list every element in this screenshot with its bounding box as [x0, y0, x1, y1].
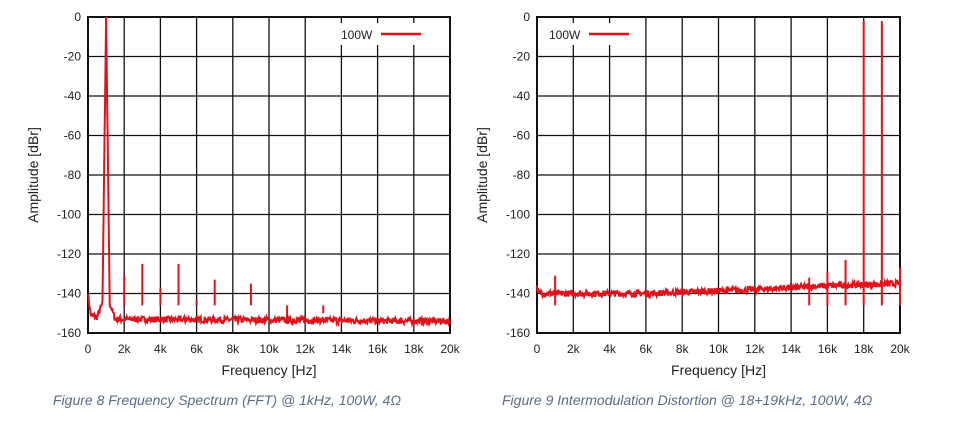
series-100w-line [536, 277, 901, 301]
chart-2: 0 2k 4k 6k 8k 10k 12k 14k 16k 18k 20k 0 -20 -40 -60 -80… [474, 10, 911, 408]
x-tick-label: 12k [296, 342, 316, 356]
y-tick-label: -160 [57, 326, 81, 340]
y-tick-label: -60 [513, 129, 531, 143]
y-tick-label: -40 [513, 89, 531, 103]
y-tick-label: -20 [64, 50, 82, 64]
y-tick-label: -80 [513, 168, 531, 182]
x-tick-label: 10k [709, 342, 729, 356]
x-axis-label: Frequency [Hz] [222, 362, 317, 378]
y-tick-label: 0 [523, 10, 530, 24]
series-100w-line [87, 16, 451, 328]
y-tick-label: -140 [506, 287, 530, 301]
x-tick-label: 14k [332, 342, 352, 356]
x-tick-label: 14k [781, 342, 801, 356]
y-tick-label: -60 [64, 129, 82, 143]
x-tick-label: 12k [745, 342, 765, 356]
x-tick-label: 18k [404, 342, 424, 356]
x-tick-label: 8k [226, 342, 240, 356]
x-tick-label: 4k [154, 342, 168, 356]
legend-box [333, 23, 427, 45]
legend: 100W [333, 23, 427, 45]
legend: 100W [541, 23, 635, 45]
legend-label: 100W [341, 28, 373, 42]
figure-caption: Figure 8 Frequency Spectrum (FFT) @ 1kHz… [53, 392, 401, 408]
legend-label: 100W [549, 28, 581, 42]
y-tick-label: -120 [57, 247, 81, 261]
y-tick-label: -140 [57, 287, 81, 301]
x-tick-label: 10k [259, 342, 279, 356]
figure-caption: Figure 9 Intermodulation Distortion @ 18… [502, 392, 873, 408]
x-tick-label: 18k [854, 342, 874, 356]
y-tick-label: -40 [64, 89, 82, 103]
x-axis-label: Frequency [Hz] [671, 362, 766, 378]
legend-box [541, 23, 635, 45]
x-tick-label: 16k [368, 342, 388, 356]
y-tick-label: -100 [506, 208, 530, 222]
y-axis-label: Amplitude [dBr] [25, 127, 41, 223]
x-tick-label: 20k [890, 342, 910, 356]
y-tick-label: -120 [506, 247, 530, 261]
x-tick-label: 4k [603, 342, 617, 356]
x-tick-label: 0 [534, 342, 541, 356]
y-tick-label: -80 [64, 168, 82, 182]
y-axis-label: Amplitude [dBr] [474, 127, 490, 223]
x-tick-label: 6k [640, 342, 654, 356]
plot-frame [87, 16, 451, 334]
plot-frame [536, 16, 901, 334]
y-tick-label: -160 [506, 326, 530, 340]
y-tick-label: 0 [74, 10, 81, 24]
x-tick-label: 8k [676, 342, 690, 356]
x-tick-label: 6k [190, 342, 204, 356]
x-tick-label: 16k [818, 342, 838, 356]
x-tick-label: 2k [118, 342, 132, 356]
y-tick-label: -20 [513, 50, 531, 64]
x-tick-label: 2k [567, 342, 581, 356]
y-tick-label: -100 [57, 208, 81, 222]
chart-1: 0 2k 4k 6k 8k 10k 12k 14k 16k 18k 20k 0 -20 -40 -60 -80… [25, 10, 461, 408]
x-tick-label: 0 [85, 342, 92, 356]
x-tick-label: 20k [440, 342, 460, 356]
